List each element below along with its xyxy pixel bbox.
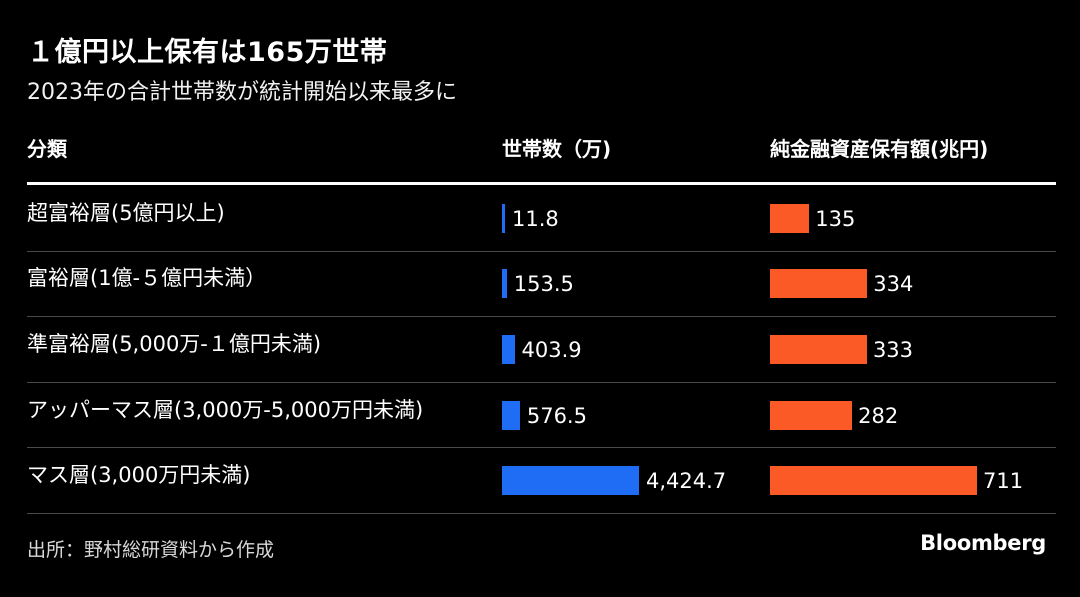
assets-value-label: 135 [815,206,856,231]
households-value-label: 576.5 [526,403,587,428]
assets-bar [770,269,868,299]
category-label: マス層(3,000万円未満) [27,463,251,488]
category-label: 超富裕層(5億円以上) [27,200,225,225]
households-value-label: 153.5 [513,272,574,297]
assets-value-label: 282 [858,403,899,428]
households-bar [502,269,507,299]
households-value-label: 11.8 [512,206,559,231]
households-bar [502,400,520,430]
households-value-label: 4,424.7 [646,469,727,494]
assets-bar [770,335,867,364]
bloomberg-logo: Bloomberg [920,531,1046,555]
chart-subtitle: 2023年の合計世帯数が統計開始以来最多に [27,80,457,105]
header-rule [27,182,1056,185]
row-separator [27,316,1056,318]
households-bar [502,203,505,233]
category-label: 富裕層(1億-５億円未満） [27,266,267,291]
households-value-label: 403.9 [521,338,582,362]
assets-value-label: 711 [983,469,1024,494]
column-header-households: 世帯数（万) [502,137,612,161]
chart-title: １億円以上保有は165万世帯 [27,37,388,68]
row-separator [27,513,1056,514]
assets-bar [770,203,810,233]
category-label: アッパーマス層(3,000万-5,000万円未満) [27,397,424,422]
assets-value-label: 334 [873,272,914,297]
category-label: 準富裕層(5,000万-１億円未満) [27,332,322,356]
households-bar [502,466,639,496]
row-separator [27,381,1056,383]
row-separator [27,447,1056,449]
column-header-assets: 純金融資産保有額(兆円) [770,137,989,161]
assets-value-label: 333 [872,338,914,362]
households-bar [502,335,515,364]
assets-bar [770,466,977,496]
column-header-category: 分類 [27,137,67,161]
row-separator [27,250,1056,252]
source-note: 出所：野村総研資料から作成 [27,539,275,561]
assets-bar [770,400,853,430]
